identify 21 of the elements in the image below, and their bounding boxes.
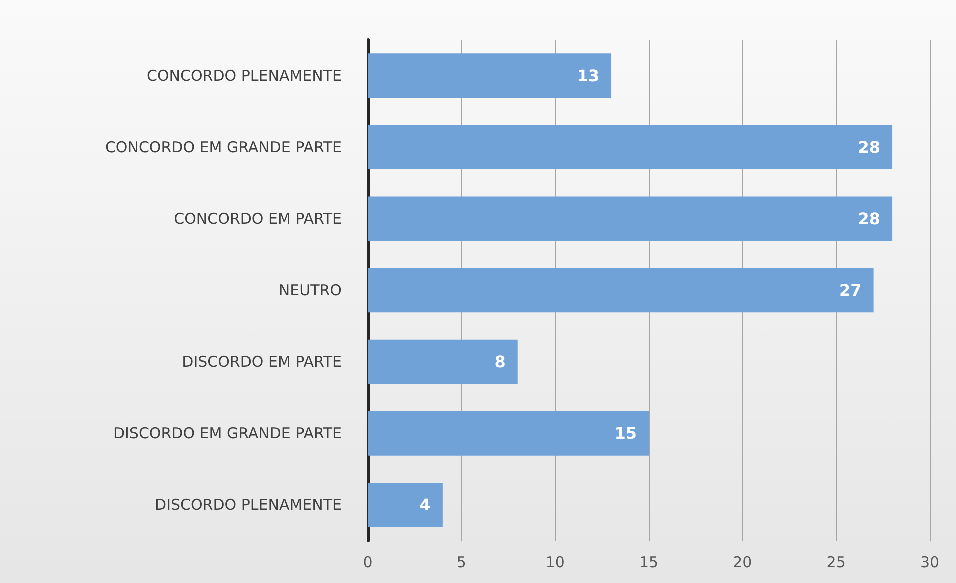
data-label: 28	[858, 138, 881, 157]
data-label: 13	[577, 66, 600, 86]
data-label: 28	[858, 209, 881, 228]
data-label: 27	[840, 281, 862, 300]
y-tick-label: CONCORDO PLENAMENTE	[147, 66, 342, 85]
x-tick-label: 20	[733, 554, 752, 572]
y-tick-label: DISCORDO EM GRANDE PARTE	[113, 424, 342, 443]
data-label: 4	[420, 496, 431, 515]
y-tick-label: CONCORDO EM PARTE	[174, 210, 342, 228]
x-tick-label: 15	[639, 554, 659, 572]
x-tick-label: 0	[363, 554, 373, 572]
y-tick-label: DISCORDO EM PARTE	[182, 353, 342, 372]
x-tick-label: 30	[920, 554, 940, 572]
y-tick-label: NEUTRO	[278, 282, 342, 300]
x-tick-label: 25	[826, 554, 846, 572]
data-label: 15	[614, 424, 637, 444]
x-tick-label: 10	[546, 554, 565, 572]
y-tick-label: DISCORDO PLENAMENTE	[155, 496, 342, 514]
data-label: 8	[494, 352, 506, 372]
x-tick-label: 5	[456, 554, 466, 572]
y-tick-label: CONCORDO EM GRANDE PARTE	[105, 138, 342, 156]
